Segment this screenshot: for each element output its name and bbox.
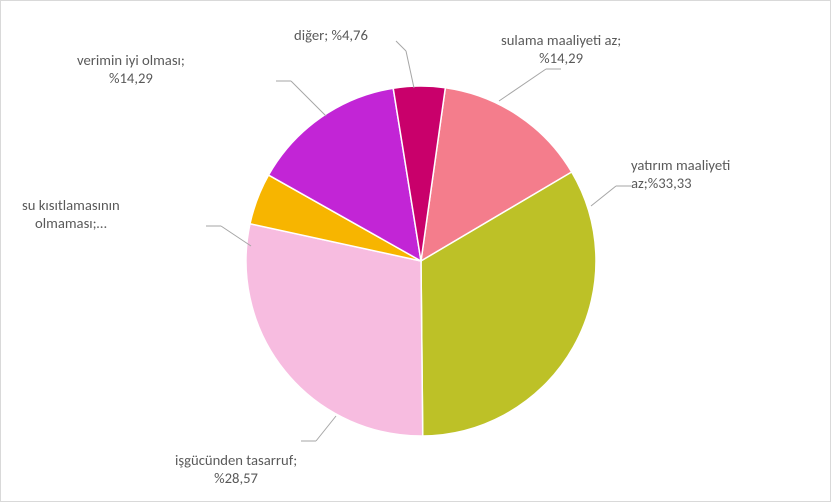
slice-label-yatirim-line2: az;%33,33 xyxy=(631,174,692,192)
slice-label-isgucu-line2: %28,57 xyxy=(214,469,258,487)
slice-label-sulama-line1: sulama maaliyeti az; xyxy=(501,31,621,49)
slice-label-verim: verimin iyi olması; %14,29 xyxy=(77,51,185,88)
slice-label-sulama: sulama maaliyeti az; %14,29 xyxy=(501,31,621,68)
slice-label-verim-line2: %14,29 xyxy=(109,69,153,87)
slice-label-diger: diğer; %4,76 xyxy=(294,26,368,44)
slice-label-su-line2: olmaması;… xyxy=(35,214,107,232)
slice-label-sulama-line2: %14,29 xyxy=(539,49,583,67)
slice-label-su: su kısıtlamasının olmaması;… xyxy=(22,196,120,233)
slice-label-diger-line1: diğer; %4,76 xyxy=(294,26,368,44)
slice-label-su-line1: su kısıtlamasının xyxy=(22,196,120,214)
slice-label-yatirim: yatırım maaliyeti az;%33,33 xyxy=(631,156,730,193)
slice-label-verim-line1: verimin iyi olması; xyxy=(77,51,185,69)
slice-label-isgucu: işgücünden tasarruf; %28,57 xyxy=(175,451,297,488)
slice-label-yatirim-line1: yatırım maaliyeti xyxy=(631,156,730,174)
slice-label-isgucu-line1: işgücünden tasarruf; xyxy=(175,451,297,469)
pie-chart-container: sulama maaliyeti az; %14,29 yatırım maal… xyxy=(0,0,831,502)
